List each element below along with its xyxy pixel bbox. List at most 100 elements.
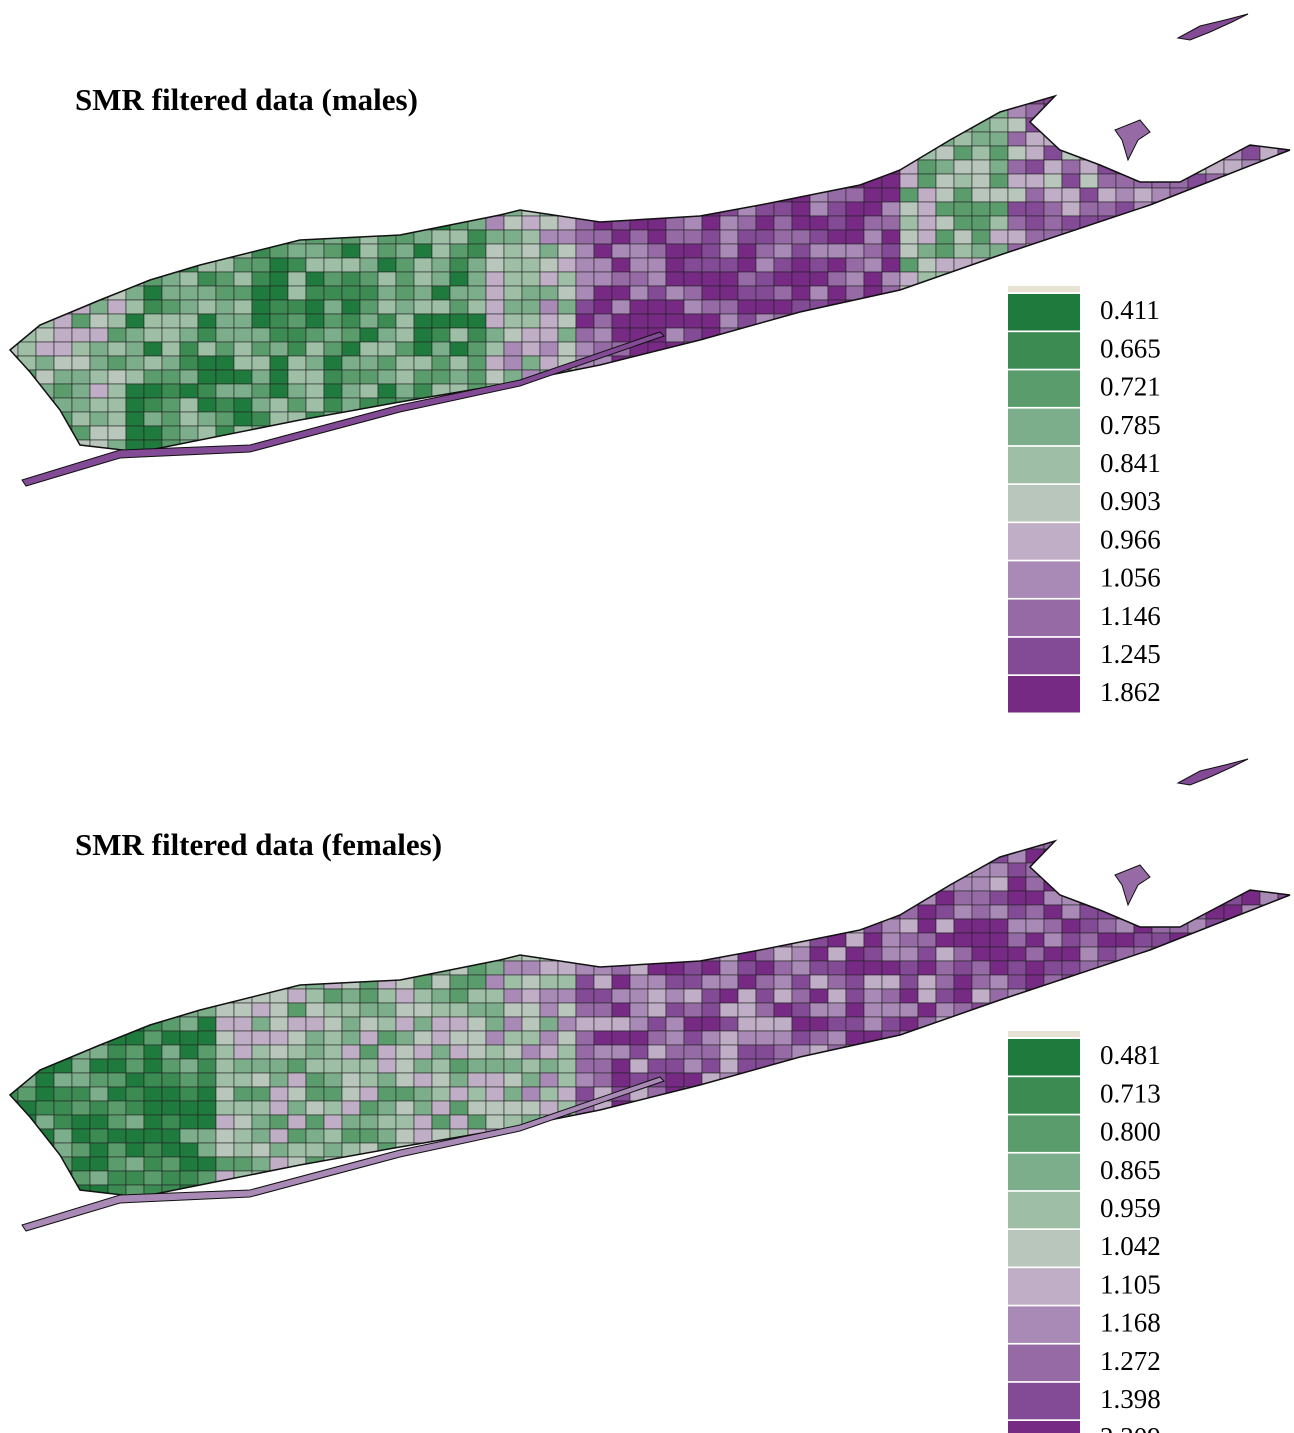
region — [1152, 905, 1170, 919]
region — [360, 1143, 378, 1157]
region — [1224, 440, 1242, 454]
region — [738, 160, 756, 174]
region — [1188, 1003, 1206, 1017]
region — [1242, 1059, 1260, 1073]
region — [270, 272, 288, 286]
region — [558, 989, 576, 1003]
region — [162, 300, 180, 314]
region — [432, 286, 450, 300]
region — [702, 835, 720, 849]
region — [90, 244, 108, 258]
region — [774, 216, 792, 230]
region — [1242, 1199, 1260, 1213]
region — [666, 1115, 684, 1129]
region — [558, 286, 576, 300]
region — [180, 300, 198, 314]
region — [1188, 90, 1206, 104]
region — [738, 1073, 756, 1087]
region — [1206, 891, 1224, 905]
region — [702, 989, 720, 1003]
legend-swatch — [1008, 1039, 1080, 1076]
region — [72, 1073, 90, 1087]
region — [468, 877, 486, 891]
region — [954, 961, 972, 975]
region — [72, 300, 90, 314]
region — [648, 426, 666, 440]
region — [90, 989, 108, 1003]
region — [0, 1143, 18, 1157]
region — [1170, 1073, 1188, 1087]
region — [36, 272, 54, 286]
region — [1062, 835, 1080, 849]
region — [648, 244, 666, 258]
region — [450, 1185, 468, 1199]
region — [1008, 230, 1026, 244]
region — [594, 989, 612, 1003]
region — [1260, 1199, 1278, 1213]
region — [702, 891, 720, 905]
region — [864, 398, 882, 412]
region — [1278, 216, 1294, 230]
region — [774, 398, 792, 412]
region — [1188, 947, 1206, 961]
region — [360, 146, 378, 160]
region — [756, 384, 774, 398]
region — [450, 328, 468, 342]
region — [792, 90, 810, 104]
region — [828, 426, 846, 440]
region — [972, 244, 990, 258]
region — [360, 188, 378, 202]
bay-island — [1115, 120, 1150, 160]
region — [936, 1157, 954, 1171]
region — [648, 863, 666, 877]
region — [288, 1115, 306, 1129]
region — [918, 384, 936, 398]
region — [306, 398, 324, 412]
region — [558, 314, 576, 328]
region — [270, 230, 288, 244]
region — [18, 863, 36, 877]
region — [0, 1073, 18, 1087]
region — [360, 1171, 378, 1185]
region — [198, 1031, 216, 1045]
region — [288, 989, 306, 1003]
region — [324, 989, 342, 1003]
region — [0, 1185, 18, 1199]
region — [954, 440, 972, 454]
region — [90, 877, 108, 891]
region — [684, 1017, 702, 1031]
region — [540, 1073, 558, 1087]
region — [540, 891, 558, 905]
region — [270, 174, 288, 188]
region — [144, 1129, 162, 1143]
region — [1242, 863, 1260, 877]
region — [720, 961, 738, 975]
region — [306, 1045, 324, 1059]
region — [162, 1087, 180, 1101]
region — [684, 1171, 702, 1185]
region — [990, 1171, 1008, 1185]
region — [702, 1185, 720, 1199]
region — [0, 272, 18, 286]
region — [360, 947, 378, 961]
region — [1152, 849, 1170, 863]
region — [882, 933, 900, 947]
region — [108, 384, 126, 398]
region — [162, 975, 180, 989]
region — [972, 1073, 990, 1087]
region — [270, 891, 288, 905]
region — [918, 1171, 936, 1185]
region — [1152, 989, 1170, 1003]
region — [666, 412, 684, 426]
region — [432, 975, 450, 989]
region — [378, 384, 396, 398]
region — [1260, 384, 1278, 398]
region — [774, 454, 792, 468]
region — [810, 1059, 828, 1073]
region — [198, 1017, 216, 1031]
region — [414, 1031, 432, 1045]
region — [1224, 412, 1242, 426]
region — [540, 328, 558, 342]
region — [720, 370, 738, 384]
region — [828, 835, 846, 849]
